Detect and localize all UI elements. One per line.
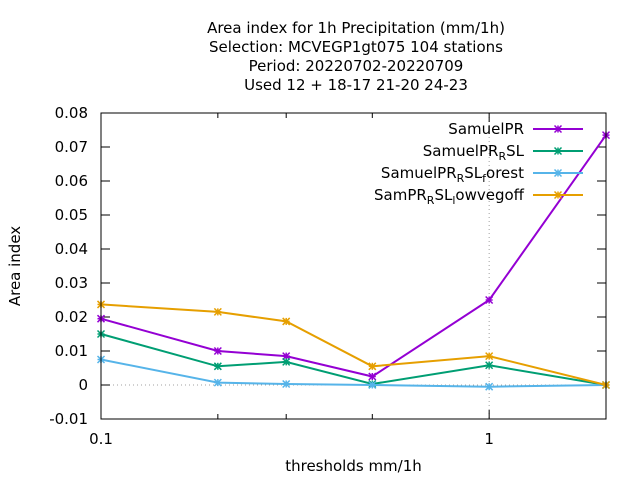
marker-stroke — [485, 352, 494, 361]
data-point — [485, 295, 494, 305]
marker-stroke — [368, 362, 377, 371]
marker-stroke — [282, 379, 291, 389]
marker-stroke — [553, 146, 563, 156]
y-axis-label: Area index — [6, 226, 24, 306]
marker-stroke — [213, 346, 222, 356]
marker-stroke — [368, 380, 377, 390]
legend-swatch-marker — [553, 190, 563, 200]
marker-stroke — [485, 361, 494, 370]
axis-ticks: -0.01 0 0.01 0.02 0.03 0.04 0.05 0.06 0.07 0.08 0.… — [49, 104, 607, 448]
data-point — [485, 361, 494, 370]
data-point — [368, 372, 377, 381]
y-tick-label: 0.05 — [55, 206, 88, 224]
marker-stroke — [485, 382, 494, 391]
chart-title: Area index for 1h Precipitation (mm/1h)S… — [207, 19, 505, 94]
y-tick-label: 0.07 — [55, 138, 88, 156]
marker-stroke — [553, 190, 563, 200]
x-axis-label: thresholds mm/1h — [285, 457, 422, 475]
marker-stroke — [282, 352, 291, 361]
legend-label-3: SamPRRSLlowvegoff — [374, 186, 525, 207]
data-point — [485, 352, 494, 361]
legend: SamuelPR SamuelPRRSLSamuelPRRSLforestSamP… — [374, 120, 583, 207]
x-tick-label: 0.1 — [89, 430, 113, 448]
title-line-2: Period: 20220702-20220709 — [249, 57, 464, 75]
data-point — [282, 357, 291, 366]
data-point — [282, 379, 291, 389]
data-point — [485, 382, 494, 391]
marker-stroke — [553, 168, 563, 178]
marker-stroke — [213, 362, 222, 371]
legend-swatch-marker — [553, 124, 563, 134]
data-point — [213, 307, 222, 316]
series-line — [100, 358, 607, 388]
series-line — [100, 134, 607, 378]
marker-stroke — [213, 307, 222, 316]
legend-swatch-marker — [553, 168, 563, 178]
data-point — [213, 378, 222, 387]
y-tick-label: 0.08 — [55, 104, 88, 122]
y-tick-label: 0.06 — [55, 172, 88, 190]
legend-label-0: SamuelPR — [448, 120, 524, 138]
y-tick-label: -0.01 — [49, 410, 88, 428]
data-point — [368, 380, 377, 390]
title-line-0: Area index for 1h Precipitation (mm/1h) — [207, 19, 505, 37]
data-point — [213, 346, 222, 356]
data-point — [282, 317, 291, 326]
y-tick-label: 0.02 — [55, 308, 88, 326]
series-3 — [96, 300, 611, 390]
y-tick-label: 0.03 — [55, 274, 88, 292]
marker-stroke — [282, 317, 291, 326]
marker-stroke — [368, 372, 377, 381]
marker-stroke — [282, 357, 291, 366]
series-0 — [96, 131, 611, 381]
title-line-3: Used 12 + 18-17 21-20 24-23 — [244, 76, 468, 94]
marker-stroke — [553, 124, 563, 134]
title-line-1: Selection: MCVEGP1gt075 104 stations — [209, 38, 503, 56]
data-point — [368, 362, 377, 371]
marker-stroke — [485, 295, 494, 305]
y-tick-label: 0 — [78, 376, 88, 394]
y-tick-label: 0.04 — [55, 240, 88, 258]
series-lines — [96, 131, 611, 391]
legend-swatch-marker — [553, 146, 563, 156]
series-line — [100, 333, 607, 386]
legend-label-1: SamuelPRRSL — [423, 142, 525, 163]
legend-label-2: SamuelPRRSLforest — [381, 164, 524, 185]
x-tick-label: 1 — [484, 430, 494, 448]
y-tick-label: 0.01 — [55, 342, 88, 360]
series-line — [100, 303, 607, 386]
data-point — [213, 362, 222, 371]
marker-stroke — [213, 378, 222, 387]
plot-frame — [100, 112, 607, 420]
